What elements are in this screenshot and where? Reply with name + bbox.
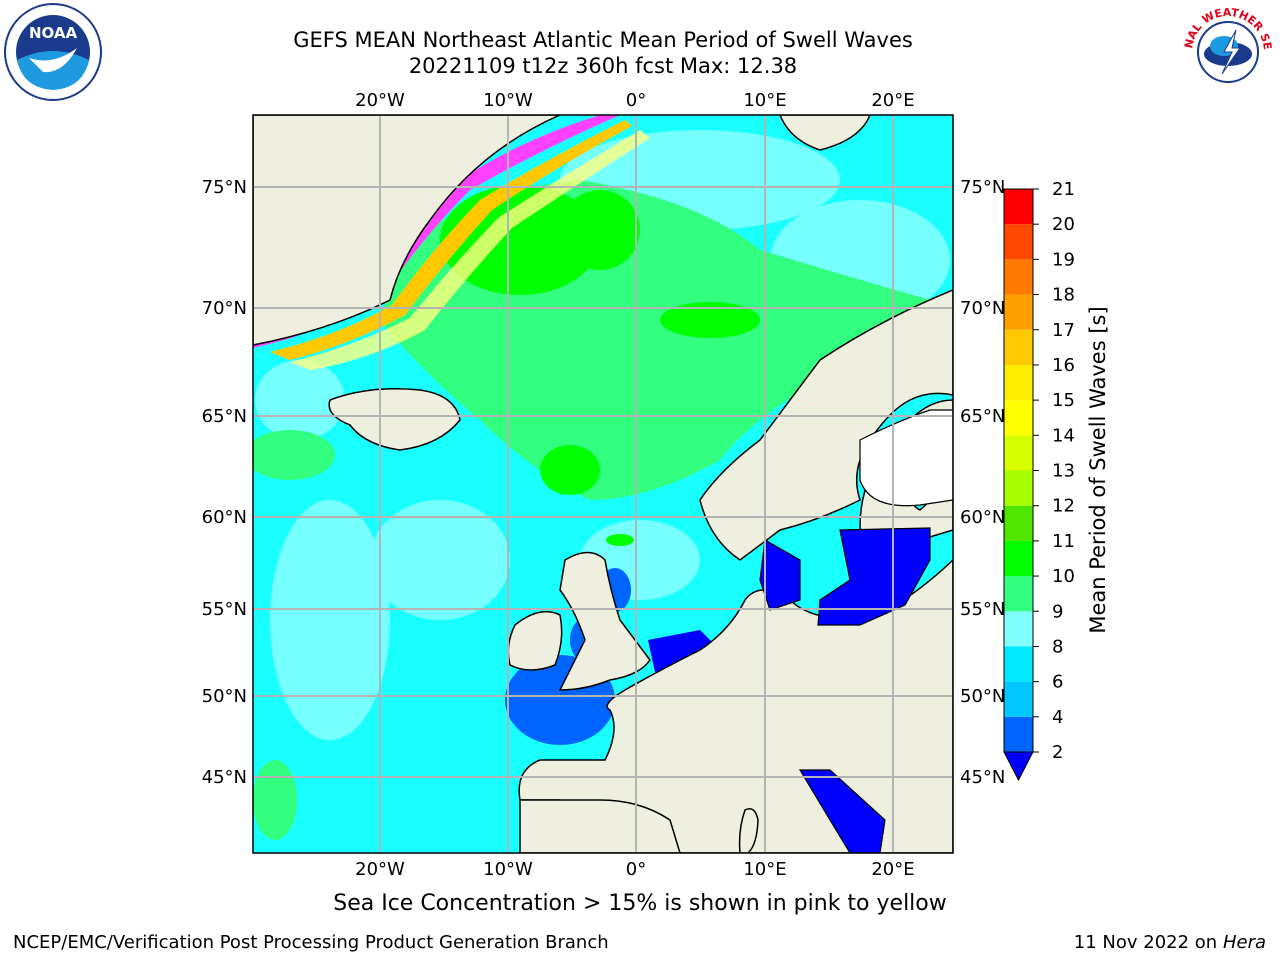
colorbar-segment (1004, 681, 1033, 717)
colorbar-tick-label: 14 (1052, 425, 1075, 446)
map-area (253, 115, 953, 853)
lat-tick-right: 45°N (960, 767, 1005, 788)
lon-tick-top: 10°W (483, 90, 533, 111)
lat-tick-right: 55°N (960, 599, 1005, 620)
colorbar-label: Mean Period of Swell Waves [s] (1086, 306, 1110, 633)
lat-tick-left: 75°N (202, 177, 247, 198)
colorbar-segment (1004, 189, 1033, 225)
colorbar-tick-label: 12 (1052, 496, 1075, 517)
colorbar-tick-label: 17 (1052, 320, 1075, 341)
lat-tick-left: 45°N (202, 767, 247, 788)
colorbar-tick-label: 16 (1052, 355, 1075, 376)
sea-ice-caption: Sea Ice Concentration > 15% is shown in … (333, 891, 947, 916)
iberia-west (519, 799, 681, 853)
lat-tick-left: 50°N (202, 686, 247, 707)
lon-tick-top: 0° (626, 90, 646, 111)
footer-credit: NCEP/EMC/Verification Post Processing Pr… (13, 932, 609, 953)
colorbar-segment (1004, 400, 1033, 436)
footer-date-text: 11 Nov 2022 on (1073, 932, 1218, 953)
lat-tick-left: 60°N (202, 507, 247, 528)
graticule (253, 115, 953, 853)
colorbar-segment (1004, 224, 1033, 260)
colorbar-tick-label: 13 (1052, 461, 1075, 482)
map-title: GEFS MEAN Northeast Atlantic Mean Period… (293, 28, 913, 52)
colorbar-tick-label: 20 (1052, 214, 1075, 235)
colorbar-tick-label: 15 (1052, 390, 1075, 411)
lat-tick-left: 65°N (202, 406, 247, 427)
lon-tick-bottom: 20°W (355, 859, 405, 880)
lat-tick-left: 70°N (202, 298, 247, 319)
colorbar-segment (1004, 576, 1033, 612)
colorbar-tick-label: 11 (1052, 531, 1075, 552)
colorbar-tick-label: 10 (1052, 566, 1075, 587)
colorbar-tick-label: 19 (1052, 249, 1075, 270)
lat-tick-right: 70°N (960, 298, 1005, 319)
lat-tick-right: 60°N (960, 507, 1005, 528)
colorbar-segment (1004, 329, 1033, 365)
colorbar-segment (1004, 505, 1033, 541)
lon-tick-bottom: 10°W (483, 859, 533, 880)
colorbar-under-arrow (1003, 751, 1034, 782)
lon-tick-bottom: 20°E (871, 859, 914, 880)
lat-tick-right: 65°N (960, 406, 1005, 427)
lat-tick-left: 55°N (202, 599, 247, 620)
lat-tick-right: 50°N (960, 686, 1005, 707)
colorbar-segment (1004, 540, 1033, 577)
map-frame (252, 114, 954, 854)
colorbar-segment (1004, 259, 1033, 295)
colorbar-tick-label: 9 (1052, 601, 1063, 622)
lon-tick-top: 20°E (871, 90, 914, 111)
colorbar-tick-label: 4 (1052, 707, 1063, 728)
noaa-logo: NOAA (4, 3, 102, 101)
footer-date: 11 Nov 2022 on Hera (1074, 932, 1266, 953)
svg-text:NOAA: NOAA (29, 24, 78, 42)
iceland (328, 388, 461, 451)
colorbar-segment (1004, 435, 1033, 471)
lon-tick-top: 10°E (743, 90, 786, 111)
lat-tick-right: 75°N (960, 177, 1005, 198)
colorbar-tick-label: 21 (1052, 179, 1075, 200)
colorbar-segment (1004, 364, 1033, 401)
sea-ice-band (253, 115, 650, 370)
great-britain (558, 551, 651, 691)
continental-europe (518, 558, 953, 853)
colorbar: 2 4 6 8 9 10 11 12 13 14 15 16 17 18 19 20 21 (1003, 179, 1075, 782)
nws-logo: NATIONAL WEATHER SERVICE (1178, 2, 1275, 99)
colorbar-tick-label: 18 (1052, 285, 1075, 306)
lon-tick-bottom: 0° (626, 859, 646, 880)
colorbar-segment (1004, 646, 1033, 682)
lon-tick-top: 20°W (355, 90, 405, 111)
axis-tick-labels: 20°W 20°W 10°W 10°W 0° 0° 10°E 10°E 20°E 20°E 75°N… (202, 90, 1006, 880)
colorbar-tick-label: 8 (1052, 636, 1063, 657)
colorbar-segment (1004, 611, 1033, 647)
map-subtitle: 20221109 t12z 360h fcst Max: 12.38 (408, 54, 798, 78)
colorbar-tick-label: 6 (1052, 672, 1063, 693)
greenland (253, 115, 561, 346)
lon-tick-bottom: 10°E (743, 859, 786, 880)
footer-host: Hera (1222, 932, 1266, 953)
baltic-sea (759, 409, 953, 853)
colorbar-tick-label: 2 (1052, 742, 1063, 763)
colorbar-segment (1004, 716, 1033, 752)
svalbard (779, 115, 871, 151)
corsica-sardinia (738, 808, 759, 853)
colorbar-segment (1004, 470, 1033, 506)
colorbar-segment (1004, 294, 1033, 330)
